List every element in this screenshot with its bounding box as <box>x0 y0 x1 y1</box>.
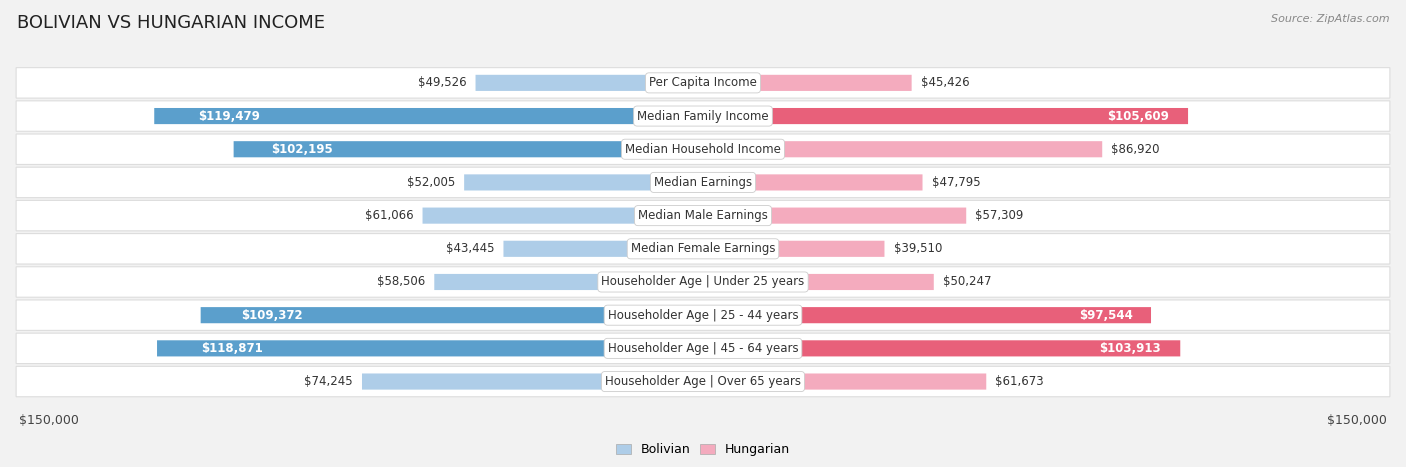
FancyBboxPatch shape <box>703 274 934 290</box>
Text: $43,445: $43,445 <box>446 242 495 255</box>
FancyBboxPatch shape <box>15 200 1391 231</box>
FancyBboxPatch shape <box>703 108 1188 124</box>
Text: $49,526: $49,526 <box>418 77 467 89</box>
Text: Householder Age | Under 25 years: Householder Age | Under 25 years <box>602 276 804 289</box>
Text: $86,920: $86,920 <box>1111 143 1160 156</box>
FancyBboxPatch shape <box>434 274 703 290</box>
Text: $58,506: $58,506 <box>377 276 425 289</box>
Text: $103,913: $103,913 <box>1099 342 1161 355</box>
Text: Median Family Income: Median Family Income <box>637 110 769 122</box>
Text: $102,195: $102,195 <box>271 143 333 156</box>
Text: $39,510: $39,510 <box>894 242 942 255</box>
Text: $50,247: $50,247 <box>943 276 991 289</box>
FancyBboxPatch shape <box>15 300 1391 330</box>
Text: $57,309: $57,309 <box>976 209 1024 222</box>
Text: $45,426: $45,426 <box>921 77 970 89</box>
Text: $109,372: $109,372 <box>240 309 302 322</box>
Text: $74,245: $74,245 <box>304 375 353 388</box>
FancyBboxPatch shape <box>503 241 703 257</box>
Text: $61,066: $61,066 <box>364 209 413 222</box>
Text: $119,479: $119,479 <box>198 110 260 122</box>
Text: $150,000: $150,000 <box>18 414 79 427</box>
FancyBboxPatch shape <box>703 207 966 224</box>
FancyBboxPatch shape <box>15 333 1391 364</box>
FancyBboxPatch shape <box>15 267 1391 297</box>
Text: $118,871: $118,871 <box>201 342 263 355</box>
FancyBboxPatch shape <box>703 174 922 191</box>
FancyBboxPatch shape <box>157 340 703 356</box>
FancyBboxPatch shape <box>15 167 1391 198</box>
Text: Source: ZipAtlas.com: Source: ZipAtlas.com <box>1271 14 1389 24</box>
FancyBboxPatch shape <box>15 366 1391 397</box>
FancyBboxPatch shape <box>703 241 884 257</box>
FancyBboxPatch shape <box>703 374 986 389</box>
FancyBboxPatch shape <box>201 307 703 323</box>
Text: $47,795: $47,795 <box>932 176 980 189</box>
FancyBboxPatch shape <box>233 141 703 157</box>
FancyBboxPatch shape <box>703 141 1102 157</box>
FancyBboxPatch shape <box>15 101 1391 131</box>
FancyBboxPatch shape <box>15 134 1391 164</box>
Text: $105,609: $105,609 <box>1107 110 1168 122</box>
Text: Per Capita Income: Per Capita Income <box>650 77 756 89</box>
FancyBboxPatch shape <box>464 174 703 191</box>
Text: Median Male Earnings: Median Male Earnings <box>638 209 768 222</box>
FancyBboxPatch shape <box>361 374 703 389</box>
FancyBboxPatch shape <box>703 307 1152 323</box>
Text: Householder Age | 45 - 64 years: Householder Age | 45 - 64 years <box>607 342 799 355</box>
Text: $61,673: $61,673 <box>995 375 1045 388</box>
FancyBboxPatch shape <box>423 207 703 224</box>
Text: Householder Age | 25 - 44 years: Householder Age | 25 - 44 years <box>607 309 799 322</box>
FancyBboxPatch shape <box>15 68 1391 98</box>
FancyBboxPatch shape <box>155 108 703 124</box>
Text: Householder Age | Over 65 years: Householder Age | Over 65 years <box>605 375 801 388</box>
FancyBboxPatch shape <box>703 75 911 91</box>
FancyBboxPatch shape <box>703 340 1180 356</box>
Text: $97,544: $97,544 <box>1080 309 1133 322</box>
Text: $150,000: $150,000 <box>1327 414 1388 427</box>
FancyBboxPatch shape <box>475 75 703 91</box>
Text: Median Household Income: Median Household Income <box>626 143 780 156</box>
Text: BOLIVIAN VS HUNGARIAN INCOME: BOLIVIAN VS HUNGARIAN INCOME <box>17 14 325 32</box>
Text: Median Female Earnings: Median Female Earnings <box>631 242 775 255</box>
Text: $52,005: $52,005 <box>406 176 456 189</box>
Text: Median Earnings: Median Earnings <box>654 176 752 189</box>
FancyBboxPatch shape <box>15 234 1391 264</box>
Legend: Bolivian, Hungarian: Bolivian, Hungarian <box>612 439 794 461</box>
